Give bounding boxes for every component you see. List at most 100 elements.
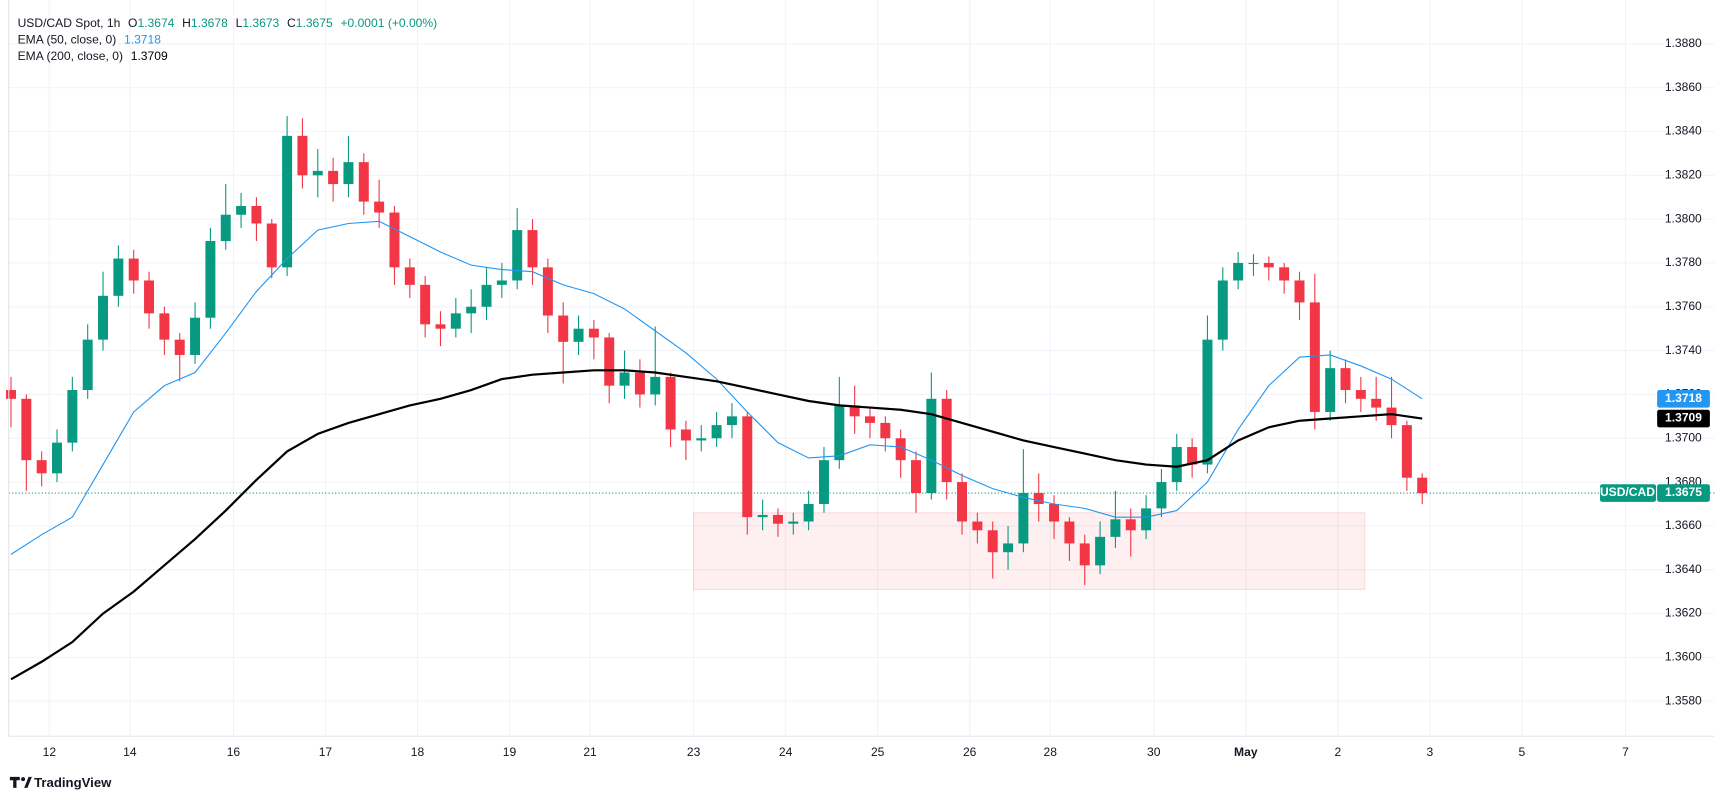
candle-body	[972, 521, 983, 531]
candle-body	[680, 429, 691, 441]
candle-body	[849, 405, 860, 417]
ema-line	[10, 220, 1423, 555]
candle-body	[757, 514, 768, 518]
symbol: USD/CAD Spot, 1h	[18, 16, 121, 30]
candle-body	[1279, 267, 1290, 281]
candle-body	[1049, 503, 1060, 522]
candle-body	[282, 135, 293, 268]
candle-body	[266, 223, 277, 268]
candle-body	[1156, 482, 1167, 509]
low-label: L	[236, 16, 243, 30]
candle-body	[1309, 302, 1320, 412]
logo-dot	[21, 777, 26, 782]
candle-body	[1110, 519, 1121, 537]
candle-body	[1125, 519, 1136, 531]
candle-body	[1325, 368, 1336, 412]
x-tick-label: 7	[1622, 745, 1629, 759]
candle-body	[236, 205, 247, 215]
y-tick-label: 1.3760	[1665, 299, 1702, 313]
legend-name: EMA (50, close, 0)	[18, 33, 117, 47]
candle-body	[1064, 521, 1075, 544]
open-value: 1.3674	[137, 16, 174, 30]
ema-line	[10, 369, 1423, 681]
candle-body	[987, 530, 998, 553]
candle-body	[619, 372, 630, 386]
candle-body	[389, 212, 400, 268]
y-tick-label: 1.3820	[1665, 167, 1702, 181]
candle-body	[711, 425, 722, 439]
low-value: 1.3673	[242, 16, 279, 30]
x-tick-label: 30	[1147, 745, 1161, 759]
candle-body	[1233, 262, 1244, 281]
candle-body	[220, 214, 231, 242]
candle-body	[1141, 508, 1152, 531]
candle-body	[343, 162, 354, 185]
zone	[693, 512, 1366, 590]
candle-body	[865, 416, 875, 423]
x-tick-label: 16	[227, 745, 241, 759]
y-tick-label: 1.3620	[1665, 606, 1702, 620]
candle-body	[1018, 493, 1029, 544]
x-tick-label: 23	[687, 745, 701, 759]
y-tick-label: 1.3860	[1665, 80, 1702, 94]
candle-body	[941, 398, 952, 483]
candle-body	[650, 376, 661, 395]
y-tick-label: 1.3880	[1665, 36, 1702, 50]
candle-body	[113, 258, 124, 296]
grid	[8, 0, 1715, 737]
brand-logo: TradingView	[9, 775, 112, 790]
axes: 1.35801.36001.36201.36401.36601.36801.37…	[43, 36, 1710, 759]
candle-body	[297, 135, 308, 176]
candle-body	[1187, 447, 1198, 465]
candle-body	[251, 205, 262, 224]
x-tick-label: 24	[779, 745, 793, 759]
candle-body	[604, 337, 615, 386]
chart-stage: 1.35801.36001.36201.36401.36601.36801.37…	[6, 0, 1715, 790]
candle-body	[1248, 262, 1259, 265]
x-tick-label: 5	[1519, 745, 1526, 759]
x-tick-label: 14	[123, 745, 137, 759]
candle-body	[450, 313, 461, 329]
candle-body	[21, 398, 32, 461]
candle-body	[1294, 280, 1305, 303]
candle-body	[772, 514, 783, 524]
candle-body	[98, 295, 109, 340]
candle-body	[144, 280, 155, 314]
logo-mark	[24, 776, 32, 788]
candle-body	[1355, 390, 1366, 399]
x-tick-label: May	[1234, 745, 1258, 759]
high-value: 1.3678	[191, 16, 228, 30]
x-tick-label: 21	[583, 745, 597, 759]
candle-body	[742, 416, 753, 518]
x-tick-label: 2	[1334, 745, 1341, 759]
candle-body	[374, 201, 385, 213]
candle-body	[190, 317, 201, 355]
candle-body	[312, 170, 323, 176]
candle-body	[558, 315, 569, 342]
candle-body	[420, 284, 431, 325]
y-tick-label: 1.3660	[1665, 518, 1702, 532]
candle-body	[803, 503, 814, 522]
legend-ema50: EMA (50, close, 0) 1.3718	[18, 33, 162, 47]
header: USD/CAD Spot, 1h O1.3674 H1.3678 L1.3673…	[18, 16, 438, 30]
candle-body	[788, 521, 799, 524]
brand-name: TradingView	[34, 775, 112, 790]
candle-body	[911, 460, 921, 494]
candle-body	[527, 230, 538, 268]
high-label: H	[182, 16, 191, 30]
candle-body	[174, 339, 185, 355]
logo-mark	[9, 776, 20, 788]
candle-body	[1095, 536, 1106, 566]
change: +0.0001 (+0.00%)	[340, 16, 437, 30]
candle-body	[1371, 398, 1382, 408]
x-tick-label: 17	[319, 745, 333, 759]
y-tick-label: 1.3600	[1665, 650, 1702, 664]
candle-body	[36, 460, 47, 474]
candle-body	[1340, 368, 1351, 391]
candle-body	[159, 313, 170, 340]
last-price-tag: 1.3675	[1665, 485, 1702, 499]
candle-body	[1033, 493, 1044, 504]
candle-body	[358, 162, 369, 202]
